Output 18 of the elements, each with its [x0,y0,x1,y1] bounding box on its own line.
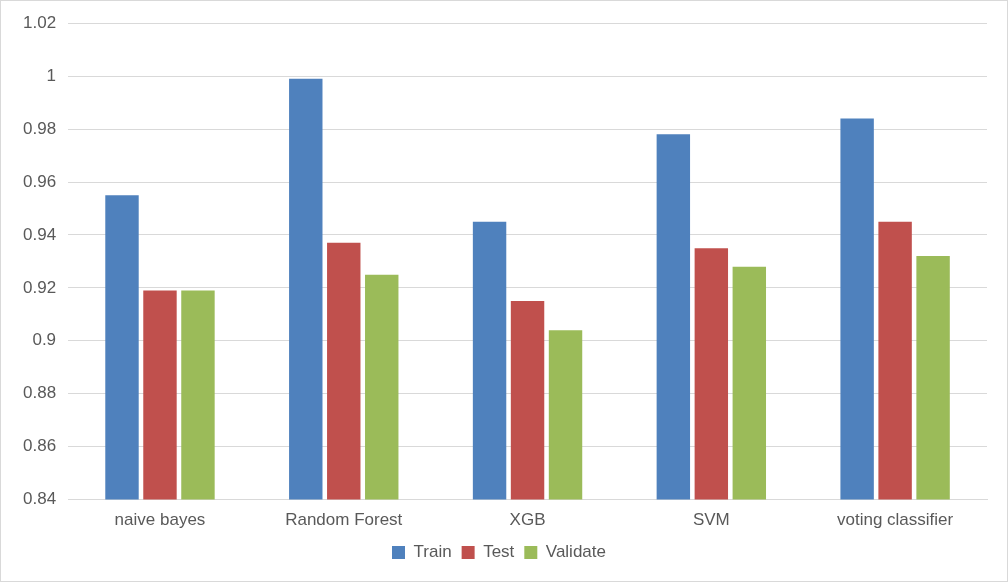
legend-label: Train [413,542,452,562]
y-tick-label: 0.92 [22,277,57,297]
legend-label: Test [483,542,515,562]
y-tick-label: 0.98 [22,118,57,138]
y-tick-label: 1 [46,65,57,85]
x-tick-label: naive bayes [114,510,206,530]
y-tick-label: 0.88 [22,383,57,403]
x-tick-label: voting classifier [837,510,954,530]
y-tick-label: 0.86 [22,436,57,456]
y-tick-label: 0.9 [32,330,57,350]
x-tick-label: Random Forest [285,510,403,530]
y-tick-label: 0.84 [22,489,57,509]
y-tick-label: 1.02 [22,12,57,32]
y-tick-label: 0.96 [22,171,57,191]
legend-label: Validate [545,542,606,562]
x-tick-label: SVM [692,510,730,530]
x-tick-label: XGB [509,510,546,530]
y-tick-label: 0.94 [22,224,57,244]
